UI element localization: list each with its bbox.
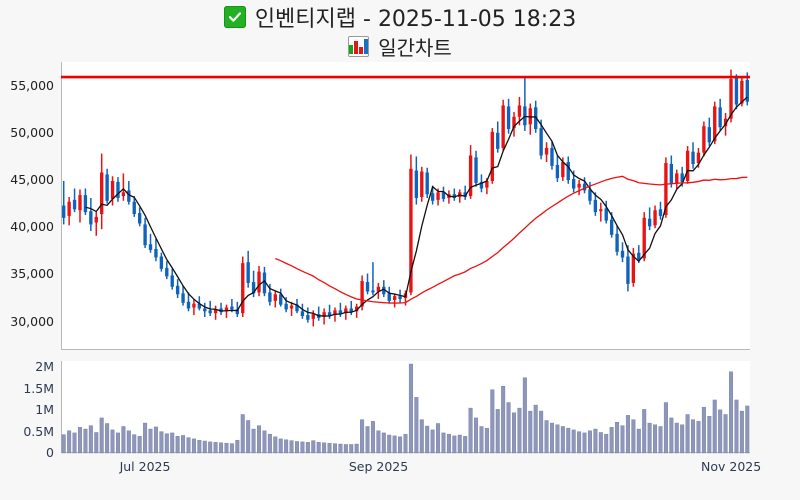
- volume-axis-tick: 1.5M: [23, 380, 54, 396]
- price-plot-area: [61, 62, 750, 350]
- x-axis-tick: Jul 2025: [119, 459, 171, 474]
- price-axis-tick: 45,000: [10, 172, 54, 188]
- page-title: 인벤티지랩 - 2025-11-05 18:23: [254, 7, 577, 32]
- volume-axis-tick: 1M: [35, 402, 54, 418]
- volume-axis-tick: 0.5M: [23, 423, 54, 439]
- chart-subtitle-row: 일간차트: [0, 32, 800, 60]
- x-axis-tick: Sep 2025: [348, 459, 409, 474]
- price-axis-tick: 35,000: [10, 266, 54, 282]
- price-axis-tick: 30,000: [10, 313, 54, 329]
- volume-axis-tick: 0: [46, 445, 54, 460]
- check-icon: [223, 6, 246, 28]
- price-axis-tick: 40,000: [10, 219, 54, 235]
- chart-title-row: 인벤티지랩 - 2025-11-05 18:23: [0, 2, 800, 32]
- volume-axis-tick: 2M: [35, 359, 54, 375]
- volume-plot-area: [61, 361, 750, 453]
- price-axis-tick: 55,000: [10, 77, 54, 93]
- chart-type-label: 일간차트: [378, 35, 452, 60]
- price-axis-tick: 50,000: [10, 124, 54, 140]
- bar-chart-icon: [348, 35, 370, 57]
- x-axis-tick: Nov 2025: [701, 459, 762, 474]
